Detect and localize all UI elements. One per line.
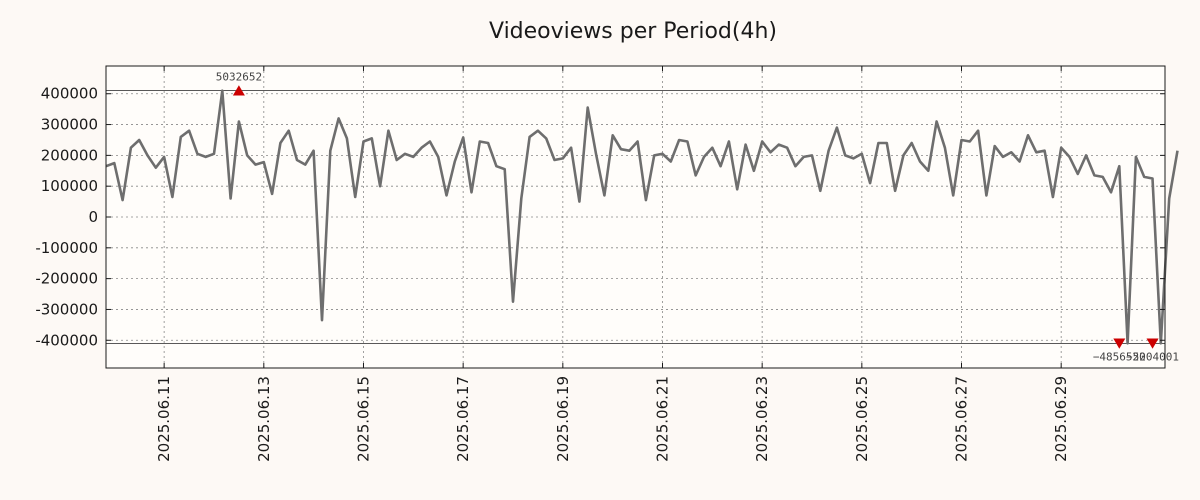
x-tick-label: 2025.06.23 — [753, 376, 771, 462]
x-tick-label: 2025.06.21 — [653, 376, 671, 462]
chart-title: Videoviews per Period(4h) — [489, 19, 777, 44]
y-tick-label: 0 — [88, 208, 98, 226]
peak-down-marker — [1146, 338, 1159, 349]
x-tick-label: 2025.06.15 — [354, 376, 372, 462]
x-tick-label: 2025.06.19 — [554, 376, 572, 462]
x-tick-label: 2025.06.13 — [255, 376, 273, 462]
peak-label: −4856520 — [1093, 350, 1146, 363]
x-tick-label: 2025.06.27 — [953, 376, 971, 462]
y-tick-label: 400000 — [41, 85, 98, 103]
y-tick-label: -200000 — [35, 270, 98, 288]
peak-up-marker — [232, 85, 245, 96]
y-tick-label: -100000 — [35, 239, 98, 257]
peak-label: −5204001 — [1126, 350, 1179, 363]
y-tick-label: 300000 — [41, 116, 98, 134]
y-tick-label: 100000 — [41, 177, 98, 195]
x-tick-label: 2025.06.25 — [853, 376, 871, 462]
y-tick-label: -300000 — [35, 300, 98, 318]
peak-label: 5032652 — [216, 71, 262, 84]
x-tick-label: 2025.06.29 — [1052, 376, 1070, 462]
y-tick-label: 200000 — [41, 146, 98, 164]
peak-down-marker — [1113, 338, 1126, 349]
x-tick-label: 2025.06.17 — [454, 376, 472, 462]
series-line-videoviews — [105, 89, 1179, 345]
plot-frame — [105, 65, 1166, 369]
x-tick-label: 2025.06.11 — [155, 376, 173, 462]
y-tick-label: -400000 — [35, 331, 98, 349]
